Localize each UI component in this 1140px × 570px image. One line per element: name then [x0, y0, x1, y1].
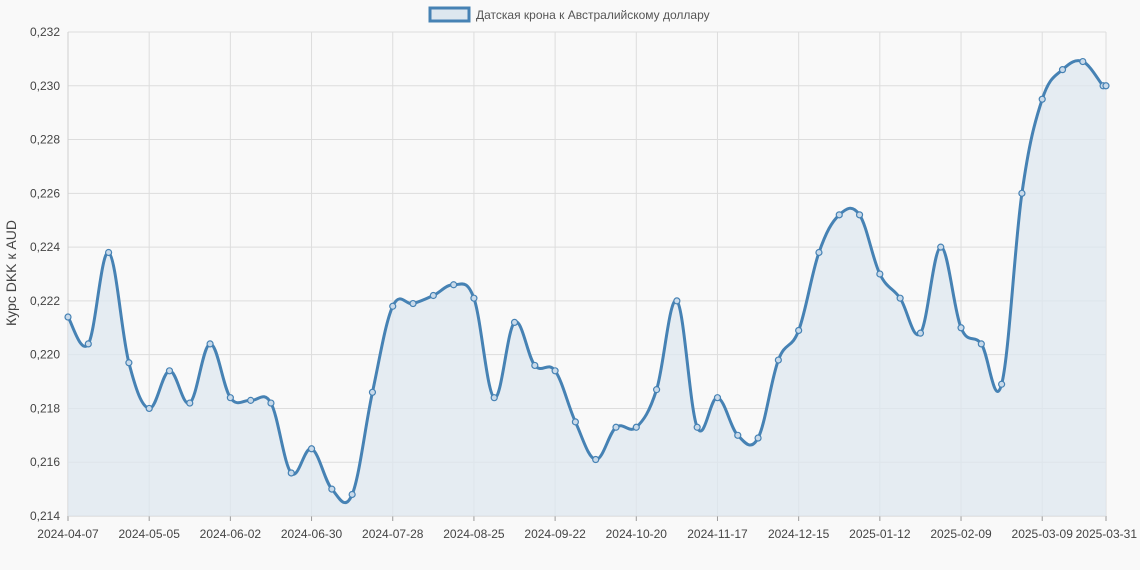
legend-label: Датская крона к Австралийскому доллару — [476, 8, 710, 22]
data-point[interactable] — [977, 340, 985, 348]
y-axis-label: Курс DKK к AUD — [3, 220, 19, 326]
y-tick-label: 0,226 — [30, 186, 60, 200]
data-point[interactable] — [795, 326, 803, 335]
data-point[interactable] — [348, 490, 356, 499]
data-point[interactable] — [450, 281, 458, 289]
data-point[interactable] — [652, 386, 661, 394]
data-point[interactable] — [1079, 57, 1087, 66]
data-point[interactable] — [835, 211, 843, 219]
data-point[interactable] — [998, 380, 1006, 388]
x-tick-label: 2025-03-31 — [1076, 527, 1138, 541]
points-layer — [64, 57, 1110, 499]
data-point[interactable] — [957, 324, 965, 332]
data-point[interactable] — [247, 396, 255, 404]
data-point[interactable] — [1038, 95, 1046, 103]
data-point[interactable] — [145, 404, 153, 413]
data-point[interactable] — [64, 313, 72, 321]
legend[interactable]: Датская крона к Австралийскому доллару — [428, 6, 710, 23]
data-point[interactable] — [307, 445, 316, 453]
data-point[interactable] — [693, 423, 701, 431]
data-point[interactable] — [490, 394, 498, 402]
x-tick-label: 2024-07-28 — [362, 527, 424, 541]
y-tick-label: 0,224 — [30, 240, 60, 254]
data-point[interactable] — [896, 294, 904, 302]
y-tick-label: 0,214 — [30, 509, 60, 523]
data-point[interactable] — [389, 302, 397, 310]
y-tick-label: 0,232 — [30, 25, 60, 39]
legend-swatch — [428, 6, 471, 23]
data-point[interactable] — [429, 291, 437, 300]
data-point[interactable] — [815, 248, 823, 257]
x-axis-ticks: 2024-04-07 2024-05-05 2024-06-02 2024-06-30… — [37, 527, 1137, 541]
data-point[interactable] — [1018, 189, 1026, 197]
data-point[interactable] — [713, 394, 722, 402]
x-tick-label: 2024-11-17 — [687, 527, 748, 541]
data-point[interactable] — [612, 423, 620, 431]
data-point[interactable] — [1102, 82, 1110, 90]
data-point[interactable] — [165, 367, 174, 375]
series-area — [68, 60, 1106, 517]
data-point[interactable] — [551, 367, 559, 375]
data-point[interactable] — [632, 423, 640, 431]
x-tick-label: 2025-03-09 — [1012, 527, 1074, 541]
area-layer — [68, 60, 1106, 517]
y-tick-label: 0,222 — [30, 294, 60, 308]
line-layer — [66, 59, 1108, 505]
x-tick-label: 2024-08-25 — [443, 527, 505, 541]
data-point[interactable] — [125, 359, 133, 367]
data-point[interactable] — [531, 361, 539, 370]
x-tick-label: 2024-06-02 — [200, 527, 262, 541]
data-point[interactable] — [470, 294, 478, 302]
x-tick-label: 2025-02-09 — [930, 527, 992, 541]
data-point[interactable] — [734, 431, 742, 439]
y-tick-label: 0,218 — [30, 401, 60, 415]
series-line — [66, 59, 1108, 505]
y-tick-label: 0,220 — [30, 348, 60, 362]
data-point[interactable] — [855, 211, 864, 219]
data-point[interactable] — [510, 318, 519, 326]
data-point[interactable] — [592, 455, 600, 464]
data-point[interactable] — [104, 248, 113, 257]
x-tick-label: 2024-05-05 — [118, 527, 180, 541]
y-tick-label: 0,228 — [30, 133, 60, 147]
y-tick-label: 0,230 — [30, 79, 60, 93]
data-point[interactable] — [673, 297, 681, 305]
data-point[interactable] — [226, 394, 234, 402]
data-point[interactable] — [206, 340, 214, 348]
data-point[interactable] — [571, 418, 580, 426]
data-point[interactable] — [287, 469, 295, 477]
x-tick-label: 2025-01-12 — [849, 527, 911, 541]
data-point[interactable] — [368, 388, 377, 396]
x-tick-label: 2024-04-07 — [37, 527, 99, 541]
data-point[interactable] — [328, 485, 336, 493]
data-point[interactable] — [267, 399, 275, 407]
y-tick-label: 0,216 — [30, 455, 60, 469]
x-tick-label: 2024-09-22 — [524, 527, 586, 541]
data-point[interactable] — [186, 399, 194, 407]
x-tick-label: 2024-06-30 — [281, 527, 343, 541]
data-point[interactable] — [876, 270, 884, 278]
data-point[interactable] — [774, 356, 782, 364]
data-point[interactable] — [916, 329, 925, 337]
data-point[interactable] — [84, 340, 92, 348]
data-point[interactable] — [937, 243, 945, 251]
y-axis-ticks: 0,214 0,216 0,218 0,220 0,222 0,224 0,226 0,228… — [30, 25, 60, 523]
data-point[interactable] — [754, 434, 762, 442]
x-tick-label: 2024-12-15 — [768, 527, 830, 541]
data-point[interactable] — [1058, 66, 1067, 74]
x-tick-label: 2024-10-20 — [606, 527, 668, 541]
data-point[interactable] — [409, 299, 417, 308]
